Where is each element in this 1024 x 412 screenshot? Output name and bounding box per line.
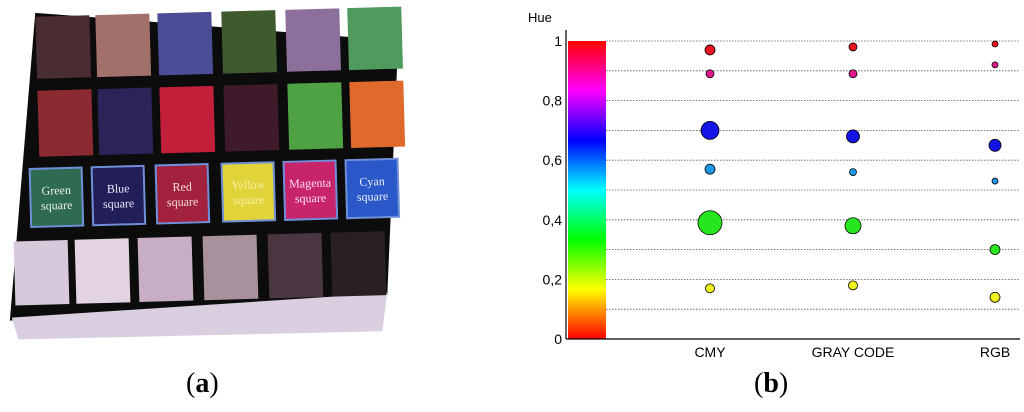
row4-patch-3 xyxy=(137,236,194,303)
square-label-line1: Cyan xyxy=(359,174,385,189)
color-checker-photo: GreensquareBluesquareRedsquareYellowsqua… xyxy=(9,6,406,340)
x-category-label: GRAY CODE xyxy=(812,344,895,360)
data-point xyxy=(989,291,1001,303)
row2-patch-3 xyxy=(159,85,216,154)
data-point xyxy=(989,244,1001,256)
hue-colorbar xyxy=(568,41,606,339)
caption-b: (b) xyxy=(754,368,789,399)
checker-row-1 xyxy=(35,6,403,79)
y-tick-label: 0,2 xyxy=(543,271,563,287)
row4-patch-6 xyxy=(330,231,387,297)
caption-a: (a) xyxy=(186,368,219,399)
data-point xyxy=(848,42,858,52)
data-point xyxy=(991,61,999,69)
data-point xyxy=(848,280,858,291)
y-tick-label: 0,4 xyxy=(543,212,563,228)
y-tick-label: 1 xyxy=(554,33,562,49)
data-point xyxy=(704,163,716,175)
row1-patch-5 xyxy=(285,8,341,72)
checker-bottom-edge xyxy=(11,293,388,340)
row1-patch-3 xyxy=(157,11,214,76)
square-label-line1: Magenta xyxy=(289,176,332,191)
row2-patch-6 xyxy=(349,80,406,149)
square-label-line2: square xyxy=(41,198,73,213)
square-label-line2: square xyxy=(103,196,135,211)
data-point xyxy=(846,129,860,144)
square-label-line2: square xyxy=(295,191,327,206)
panel-b-chart: Hue 0 0,2 0,4 0,6 0,8 1 CMY GRAY CODE RGB (b) xyxy=(520,0,1024,399)
square-label-line1: Green xyxy=(41,183,71,198)
y-axis-title: Hue xyxy=(528,10,552,25)
data-point xyxy=(988,138,1002,152)
square-label-line1: Blue xyxy=(107,181,130,196)
square-label-line2: square xyxy=(167,194,199,209)
row1-patch-1 xyxy=(35,15,92,79)
data-point xyxy=(704,44,716,56)
y-tick-label: 0 xyxy=(554,331,562,347)
y-tick-label: 0,6 xyxy=(543,152,563,168)
gridlines xyxy=(606,40,1020,310)
row1-patch-4 xyxy=(221,10,278,74)
data-point xyxy=(844,217,862,235)
data-point xyxy=(849,168,857,177)
row1-patch-6 xyxy=(347,6,403,71)
row2-patch-1 xyxy=(37,89,94,157)
data-point xyxy=(991,177,999,185)
panel-a-photo: Green square Blue square Red square Yellow squa… xyxy=(0,0,420,412)
hue-chart: Hue 0 0,2 0,4 0,6 0,8 1 CMY GRAY CODE RGB xyxy=(528,10,1020,360)
data-point xyxy=(697,210,723,236)
row1-patch-2 xyxy=(95,13,152,78)
row4-patch-2 xyxy=(74,238,131,304)
row4-patch-1 xyxy=(13,239,70,306)
row2-patch-5 xyxy=(287,82,344,150)
square-label-line1: Red xyxy=(172,180,192,195)
data-point xyxy=(705,283,715,294)
data-point xyxy=(848,69,858,79)
row4-patch-4 xyxy=(202,234,259,301)
data-points xyxy=(697,40,1002,303)
data-point xyxy=(705,69,715,79)
data-point xyxy=(991,40,999,48)
data-point xyxy=(700,120,720,140)
x-category-labels: CMY GRAY CODE RGB xyxy=(694,344,1010,360)
square-label-line2: square xyxy=(233,192,265,207)
checker-row-2 xyxy=(37,80,406,157)
square-label-line1: Yellow xyxy=(231,177,266,192)
square-label-line2: square xyxy=(357,189,389,204)
x-category-label: CMY xyxy=(694,344,726,360)
x-category-label: RGB xyxy=(980,344,1010,360)
checker-row-labelled: GreensquareBluesquareRedsquareYellowsqua… xyxy=(28,157,401,229)
checker-row-4 xyxy=(13,231,387,306)
y-tick-label: 0,8 xyxy=(543,93,563,109)
row2-patch-2 xyxy=(97,87,154,156)
row4-patch-5 xyxy=(267,232,324,299)
y-tick-labels: 0 0,2 0,4 0,6 0,8 1 xyxy=(543,33,563,347)
row2-patch-4 xyxy=(223,84,280,152)
